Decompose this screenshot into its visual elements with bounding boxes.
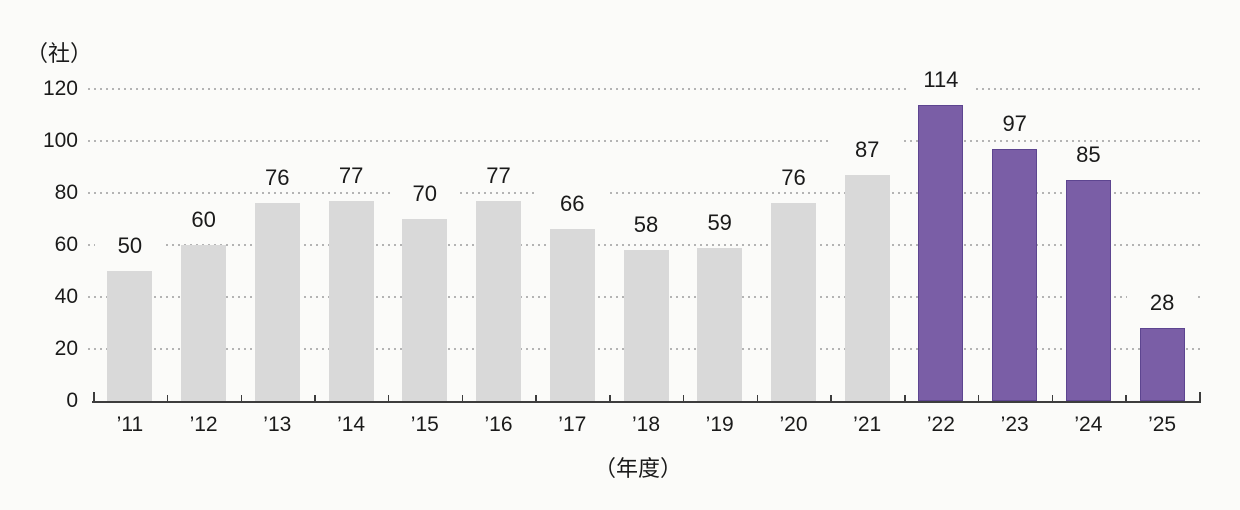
gridline [88,140,1201,142]
x-axis-tick [830,395,832,401]
y-axis-tick-label: 40 [54,285,78,308]
bar-16 [476,200,521,401]
bar-value-label: 50 [94,233,165,259]
x-axis-tick [1051,395,1053,401]
x-axis-tick-label: ’25 [1148,413,1177,436]
bar-22 [918,104,964,401]
x-axis-tick [1125,395,1127,401]
x-axis-tick-label: ’11 [116,413,144,436]
y-axis-tick-label: 60 [54,233,78,256]
y-axis-tick-label: 20 [54,337,78,360]
gridline [88,192,1201,194]
bar-value-label: 66 [537,191,608,218]
x-axis-tick-label: ’24 [1074,413,1103,436]
x-axis-tick-label: ’21 [853,413,882,436]
x-axis-tick [387,395,390,401]
bar-23 [992,148,1038,401]
x-axis-tick [166,395,169,401]
x-axis-tick [314,395,316,401]
bar-11 [107,271,153,401]
gridline [88,244,1201,246]
x-axis-tick-label: ’19 [705,413,734,436]
bar-13 [254,203,300,401]
bar-20 [771,203,816,401]
bar-value-label: 77 [316,162,387,189]
x-axis-tick [904,395,906,401]
x-axis-tick-label: ’16 [484,413,513,436]
x-axis-tick-label: ’20 [779,413,808,436]
y-axis-tick-label: 80 [54,181,78,204]
x-axis-tick-label: ’12 [189,413,218,436]
x-axis-tick [93,392,95,401]
x-axis-tick [609,395,611,401]
bar-value-label: 59 [684,209,755,236]
bar-value-label: 76 [758,165,829,192]
bar-18 [623,250,669,401]
bar-value-label: 85 [1053,142,1124,168]
x-axis-tick [535,395,537,401]
x-axis-tick [240,395,242,401]
bar-15 [402,219,448,401]
bar-value-label: 97 [979,110,1050,137]
x-axis-tick [977,395,980,401]
bar-12 [181,245,227,401]
x-axis-tick [756,395,759,401]
x-axis-line [92,401,1201,403]
bar-value-label: 87 [832,136,903,163]
x-axis-tick-label: ’14 [337,413,366,436]
x-axis-tick-label: ’18 [631,413,661,436]
bar-value-label: 114 [905,66,976,93]
bar-value-label: 70 [389,181,460,207]
x-axis-title: （年度） [593,456,682,481]
gridline [88,88,1201,90]
y-axis-unit-label: （社） [26,41,93,66]
x-axis-tick-label: ’23 [1000,413,1029,436]
bar-25 [1139,328,1185,401]
bar-19 [697,247,743,401]
x-axis-tick [682,395,685,401]
x-axis-tick-label: ’22 [926,413,955,436]
bar-value-label: 60 [168,207,239,233]
x-axis-tick [1199,392,1201,401]
y-axis-tick-label: 100 [42,129,78,152]
bar-value-label: 58 [611,212,681,239]
bar-17 [549,229,595,401]
bar-21 [844,174,890,401]
bar-value-label: 77 [463,162,534,189]
bar-14 [328,200,374,401]
y-axis-tick-label: 120 [42,77,78,100]
x-axis-tick-label: ’13 [263,413,292,436]
x-axis-tick-label: ’17 [558,413,587,436]
bar-value-label: 28 [1127,290,1198,317]
y-axis-tick-label: 0 [66,389,78,412]
bar-value-label: 76 [242,165,313,192]
bar-24 [1065,180,1111,401]
x-axis-tick [461,395,464,401]
x-axis-tick-label: ’15 [410,413,439,436]
